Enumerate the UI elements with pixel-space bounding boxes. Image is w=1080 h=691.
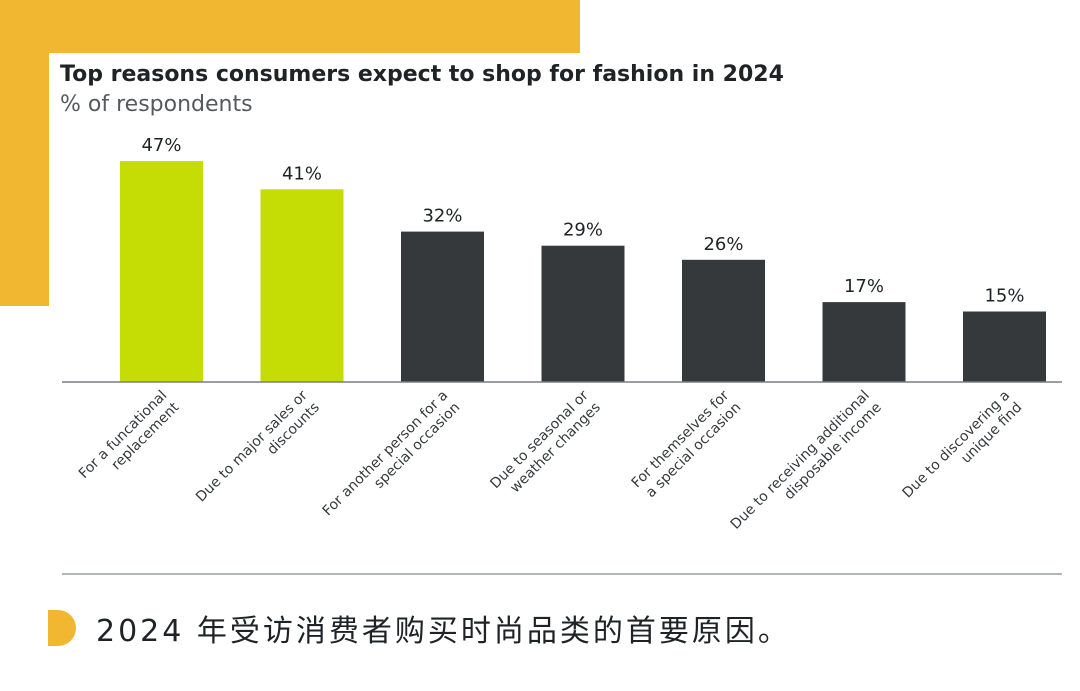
bar-2 <box>260 189 344 382</box>
caption-marker <box>48 610 76 646</box>
category-label-2: Due to major sales ordiscounts <box>193 387 323 517</box>
chart-subtitle: % of respondents <box>60 92 253 117</box>
chart-title: Top reasons consumers expect to shop for… <box>60 62 784 87</box>
category-label-line: Due to discovering a <box>900 388 1014 502</box>
category-label-line: Due to major sales or <box>193 387 311 505</box>
category-label-3: For another person for aspecial occasion <box>320 388 464 532</box>
value-label-1: 47% <box>141 135 181 156</box>
category-label-line: For themselves for <box>629 387 733 491</box>
category-label-line: Due to seasonal or <box>487 387 592 492</box>
bar-6 <box>822 302 906 382</box>
category-label-1: For a funcationalreplacement <box>76 387 183 494</box>
value-label-2: 41% <box>282 163 322 184</box>
value-label-7: 15% <box>984 286 1024 307</box>
category-label-4: Due to seasonal orweather changes <box>487 387 604 504</box>
category-label-6: Due to receiving additionaldisposable in… <box>728 388 885 545</box>
bar-7 <box>963 311 1046 382</box>
category-label-7: Due to discovering aunique find <box>900 388 1026 514</box>
value-label-3: 32% <box>422 206 462 227</box>
bar-5 <box>682 259 765 382</box>
category-label-5: For themselves fora special occasion <box>629 387 745 503</box>
value-label-4: 29% <box>563 220 603 241</box>
category-label-line: For another person for a <box>320 388 452 520</box>
bar-1 <box>120 161 203 382</box>
caption-text: 2024 年受访消费者购买时尚品类的首要原因。 <box>96 614 791 649</box>
value-label-5: 26% <box>703 234 743 255</box>
accent-block-top <box>0 0 580 53</box>
bar-4 <box>541 245 625 382</box>
value-label-6: 17% <box>844 276 884 297</box>
caption: 2024 年受访消费者购买时尚品类的首要原因。 <box>48 608 791 649</box>
accent-block-left <box>0 0 49 306</box>
bar-3 <box>401 231 484 382</box>
category-label-line: Due to receiving additional <box>728 388 873 533</box>
